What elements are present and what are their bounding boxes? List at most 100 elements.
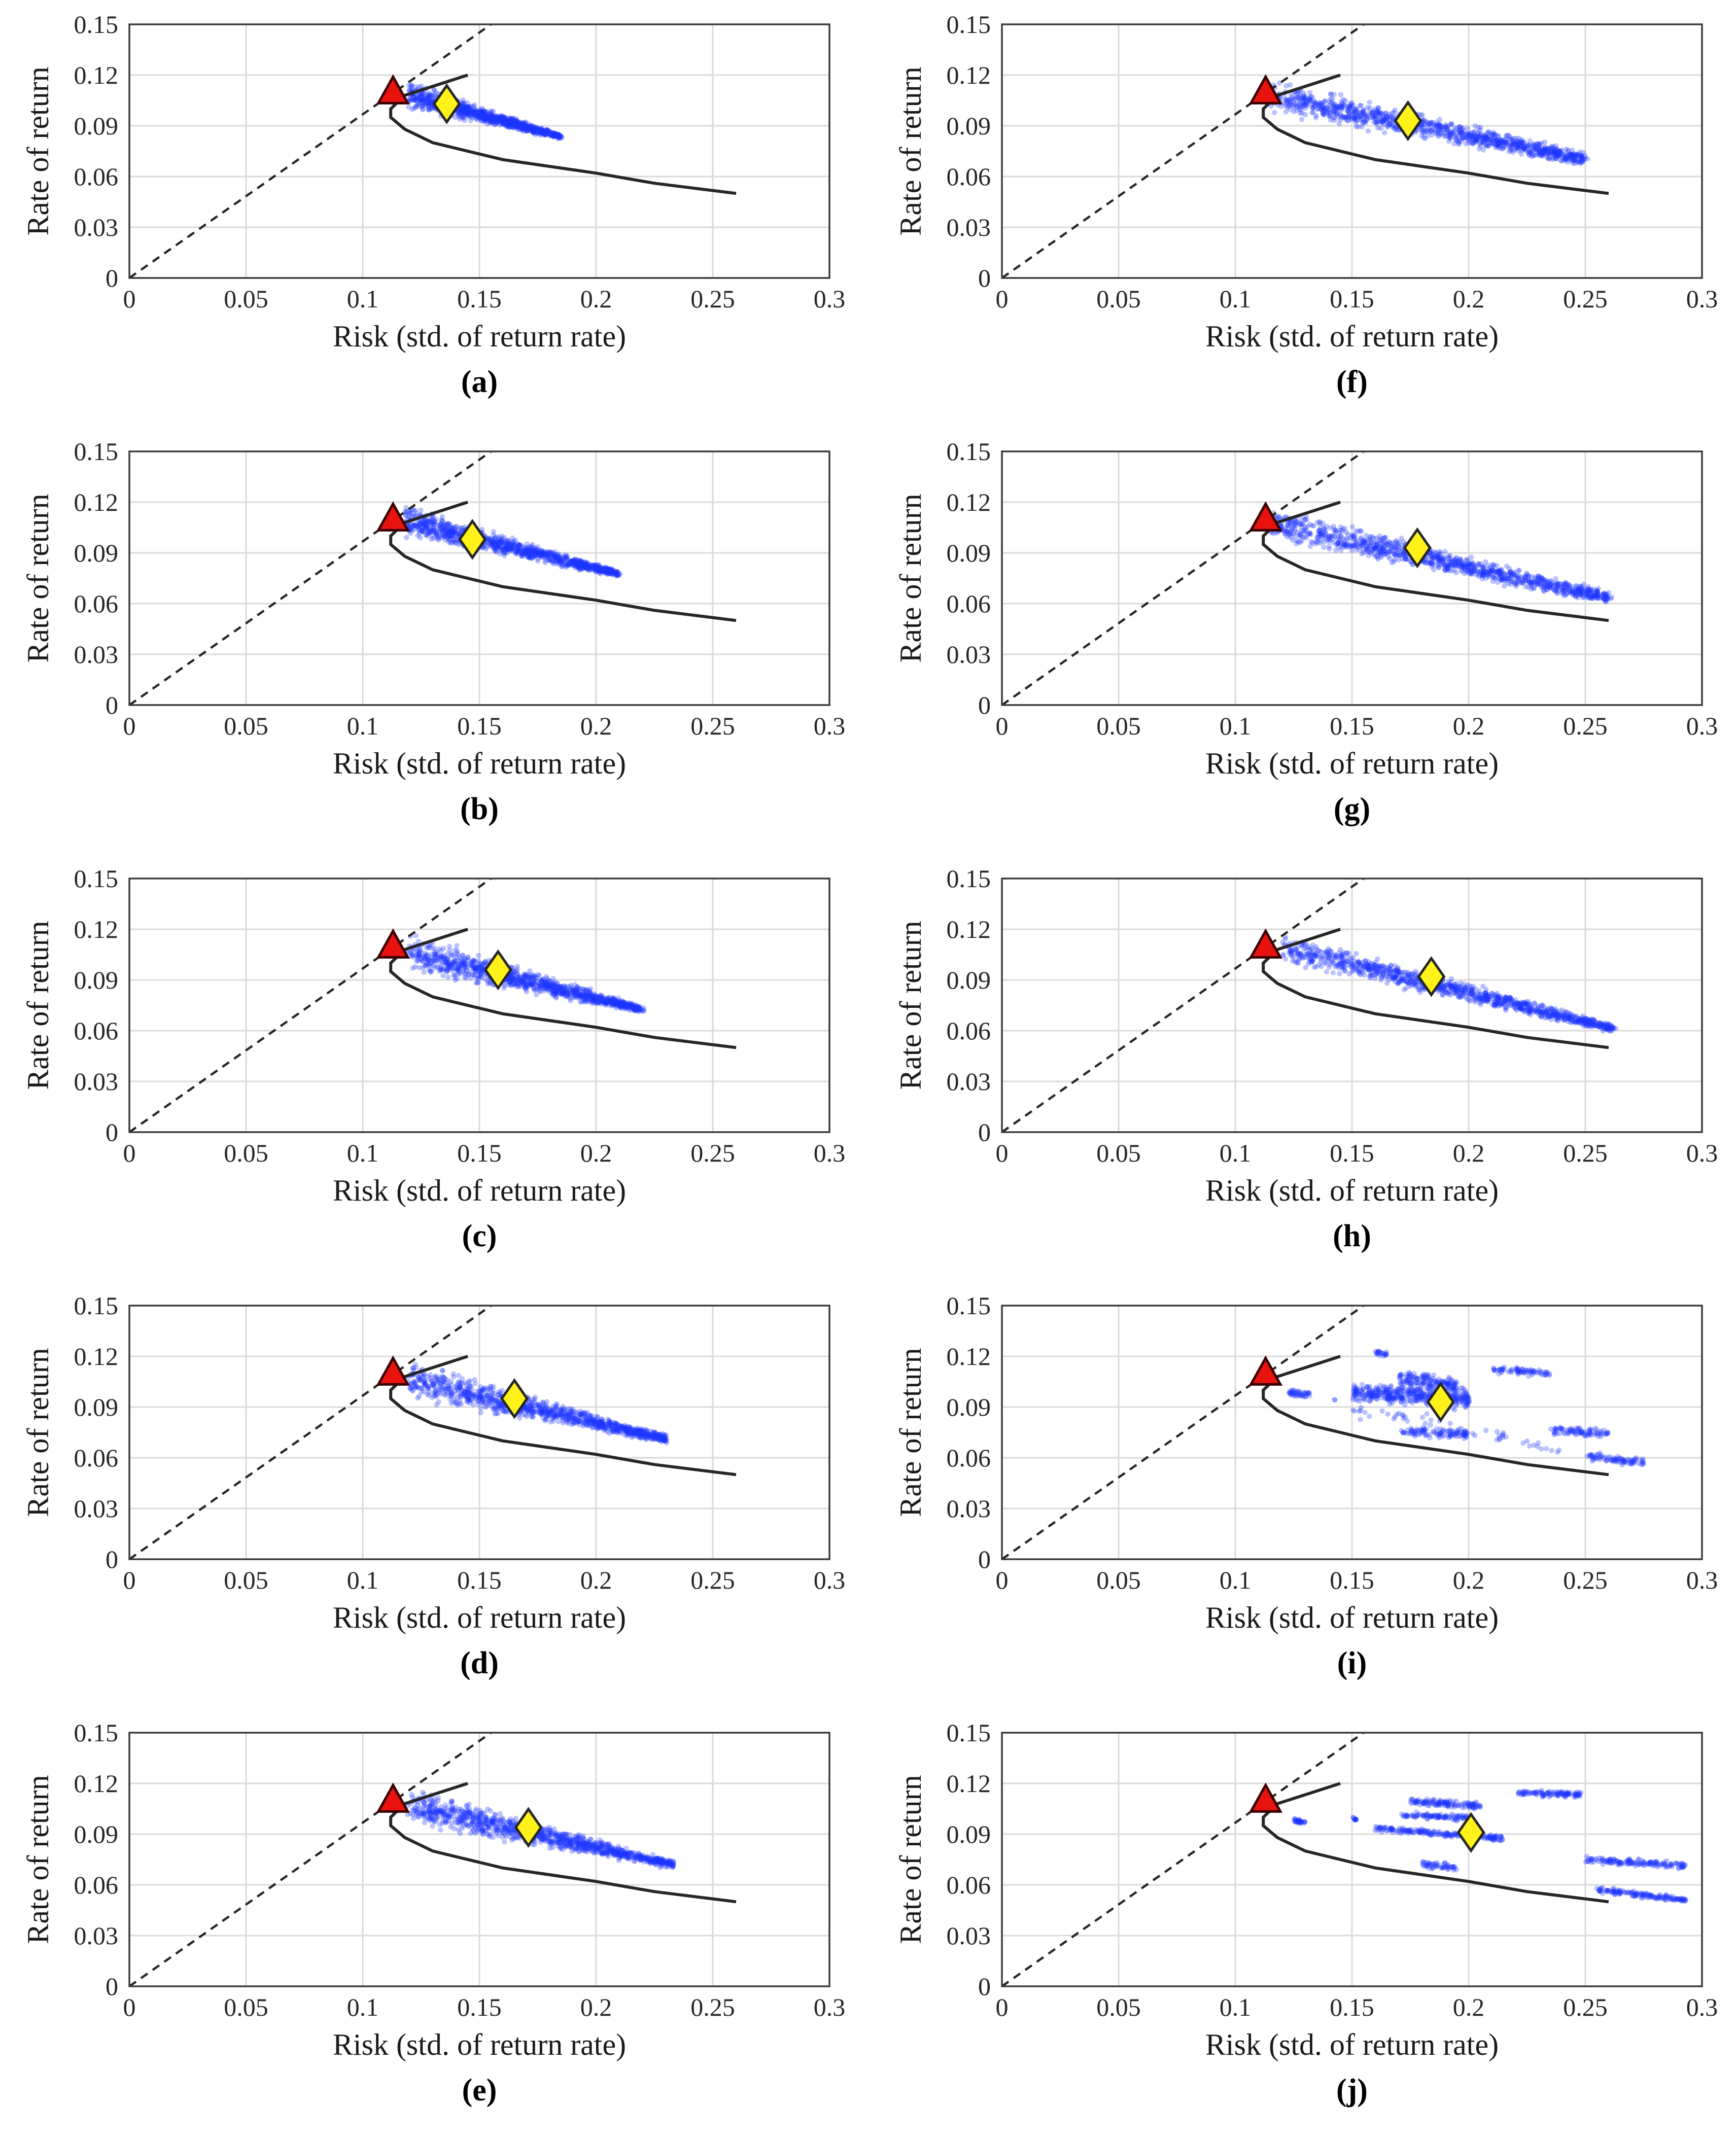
panel-b-ylabel: Rate of return <box>21 494 55 662</box>
panel-f-point <box>1483 134 1489 139</box>
panel-b-point <box>599 565 605 571</box>
panel-f-point <box>1371 119 1377 125</box>
panel-g-point <box>1537 574 1543 580</box>
panel-b-point <box>608 567 613 573</box>
panel-f-point <box>1296 95 1301 101</box>
panel-a-point <box>487 113 493 119</box>
panel-f-point <box>1339 104 1344 111</box>
panel-a-point <box>461 109 467 115</box>
panel-f-point <box>1299 110 1305 116</box>
panel-a-point <box>480 116 487 121</box>
panel-f-point <box>1349 112 1356 118</box>
panel-f-point <box>1474 135 1480 141</box>
panel-g-point <box>1403 556 1409 562</box>
panel-b-point <box>584 560 590 566</box>
panel-a-point <box>506 119 512 125</box>
panel-b-point <box>550 551 556 556</box>
panel-b-point <box>421 521 426 527</box>
panel-b-point <box>442 525 448 532</box>
panel-f-point <box>1325 110 1330 115</box>
panel-a-point <box>535 127 541 132</box>
panel-f-point <box>1321 107 1327 113</box>
panel-f-point <box>1502 139 1508 145</box>
panel-b-point <box>553 554 559 560</box>
panel-b-point <box>504 547 509 553</box>
panel-f-point <box>1291 109 1297 115</box>
panel-a-point <box>492 113 498 119</box>
panel-f-point <box>1504 141 1510 147</box>
panel-f-point <box>1555 151 1561 157</box>
panel-g-point <box>1577 583 1583 589</box>
panel-g-point <box>1560 581 1566 587</box>
panel-f-point <box>1561 151 1567 157</box>
panel-f-point <box>1437 117 1443 122</box>
panel-b-point <box>448 540 454 546</box>
panel-f-point <box>1537 150 1543 156</box>
panel-b-point <box>524 551 529 557</box>
panel-a-point <box>427 100 433 107</box>
panel-b-point <box>510 540 515 546</box>
panel-a-point <box>489 116 495 122</box>
panel-a-point <box>528 123 534 128</box>
panel-a-point <box>525 128 530 133</box>
panel-g-point <box>1399 535 1404 541</box>
panel-b-point <box>445 530 450 536</box>
panel-b-mean-marker <box>458 518 487 560</box>
panel-b-point <box>527 551 533 556</box>
panel-b-point <box>440 529 445 534</box>
panel-f-point <box>1345 118 1350 124</box>
panel-f-point <box>1541 148 1547 154</box>
panel-f-xtick-label: 0.25 <box>1563 285 1608 313</box>
panel-f-xtick-label: 0.15 <box>1330 285 1374 313</box>
panel-g-point <box>1500 572 1506 578</box>
panel-a-point <box>520 122 526 128</box>
panel-f-point <box>1427 121 1433 127</box>
panel-f-point <box>1459 132 1464 138</box>
panel-a-point <box>459 107 465 112</box>
panel-f-point <box>1486 137 1492 143</box>
panel-f-point <box>1446 138 1452 144</box>
panel-a-point <box>502 120 508 125</box>
panel-a-point <box>530 129 535 135</box>
panel-b-point <box>426 530 432 536</box>
panel-a-point <box>552 133 559 139</box>
panel-f-point <box>1546 149 1552 154</box>
panel-b-point <box>591 565 596 570</box>
panel-a-point <box>432 92 438 97</box>
panel-a-point <box>426 95 432 101</box>
panel-b-point <box>606 569 611 574</box>
panel-b-point <box>490 540 496 546</box>
panel-b-point <box>537 551 543 557</box>
panel-b-point <box>445 530 451 536</box>
panel-f-point <box>1439 124 1445 130</box>
panel-f-point <box>1288 102 1293 108</box>
panel-a-point <box>498 115 503 120</box>
panel-a-point <box>473 116 479 121</box>
panel-g-point <box>1353 539 1359 545</box>
panel-a-point <box>515 124 520 129</box>
panel-f-point <box>1500 140 1506 146</box>
panel-f-point <box>1287 97 1293 103</box>
panel-f-point <box>1563 156 1569 162</box>
panel-a-point <box>502 115 507 121</box>
panel-b-point <box>481 544 487 550</box>
panel-b-point <box>594 565 600 571</box>
panel-f-point <box>1511 140 1517 146</box>
panel-b-point <box>499 544 505 550</box>
panel-g-point <box>1481 572 1487 578</box>
panel-a-point <box>499 113 505 119</box>
panel-a-point <box>424 95 430 101</box>
panel-b-point <box>593 568 599 573</box>
panel-b-point <box>576 559 581 565</box>
panel-b-point <box>598 567 604 573</box>
panel-g-point <box>1285 523 1291 529</box>
panel-a-point <box>530 123 535 129</box>
panel-b-point <box>518 553 524 559</box>
panel-g-point <box>1563 586 1569 592</box>
panel-g-point <box>1463 564 1469 570</box>
panel-b-capital-market-line <box>129 451 492 705</box>
panel-f-point <box>1455 138 1461 144</box>
panel-b-point <box>556 554 562 560</box>
panel-f-point <box>1539 141 1545 146</box>
panel-g-point <box>1570 587 1575 593</box>
